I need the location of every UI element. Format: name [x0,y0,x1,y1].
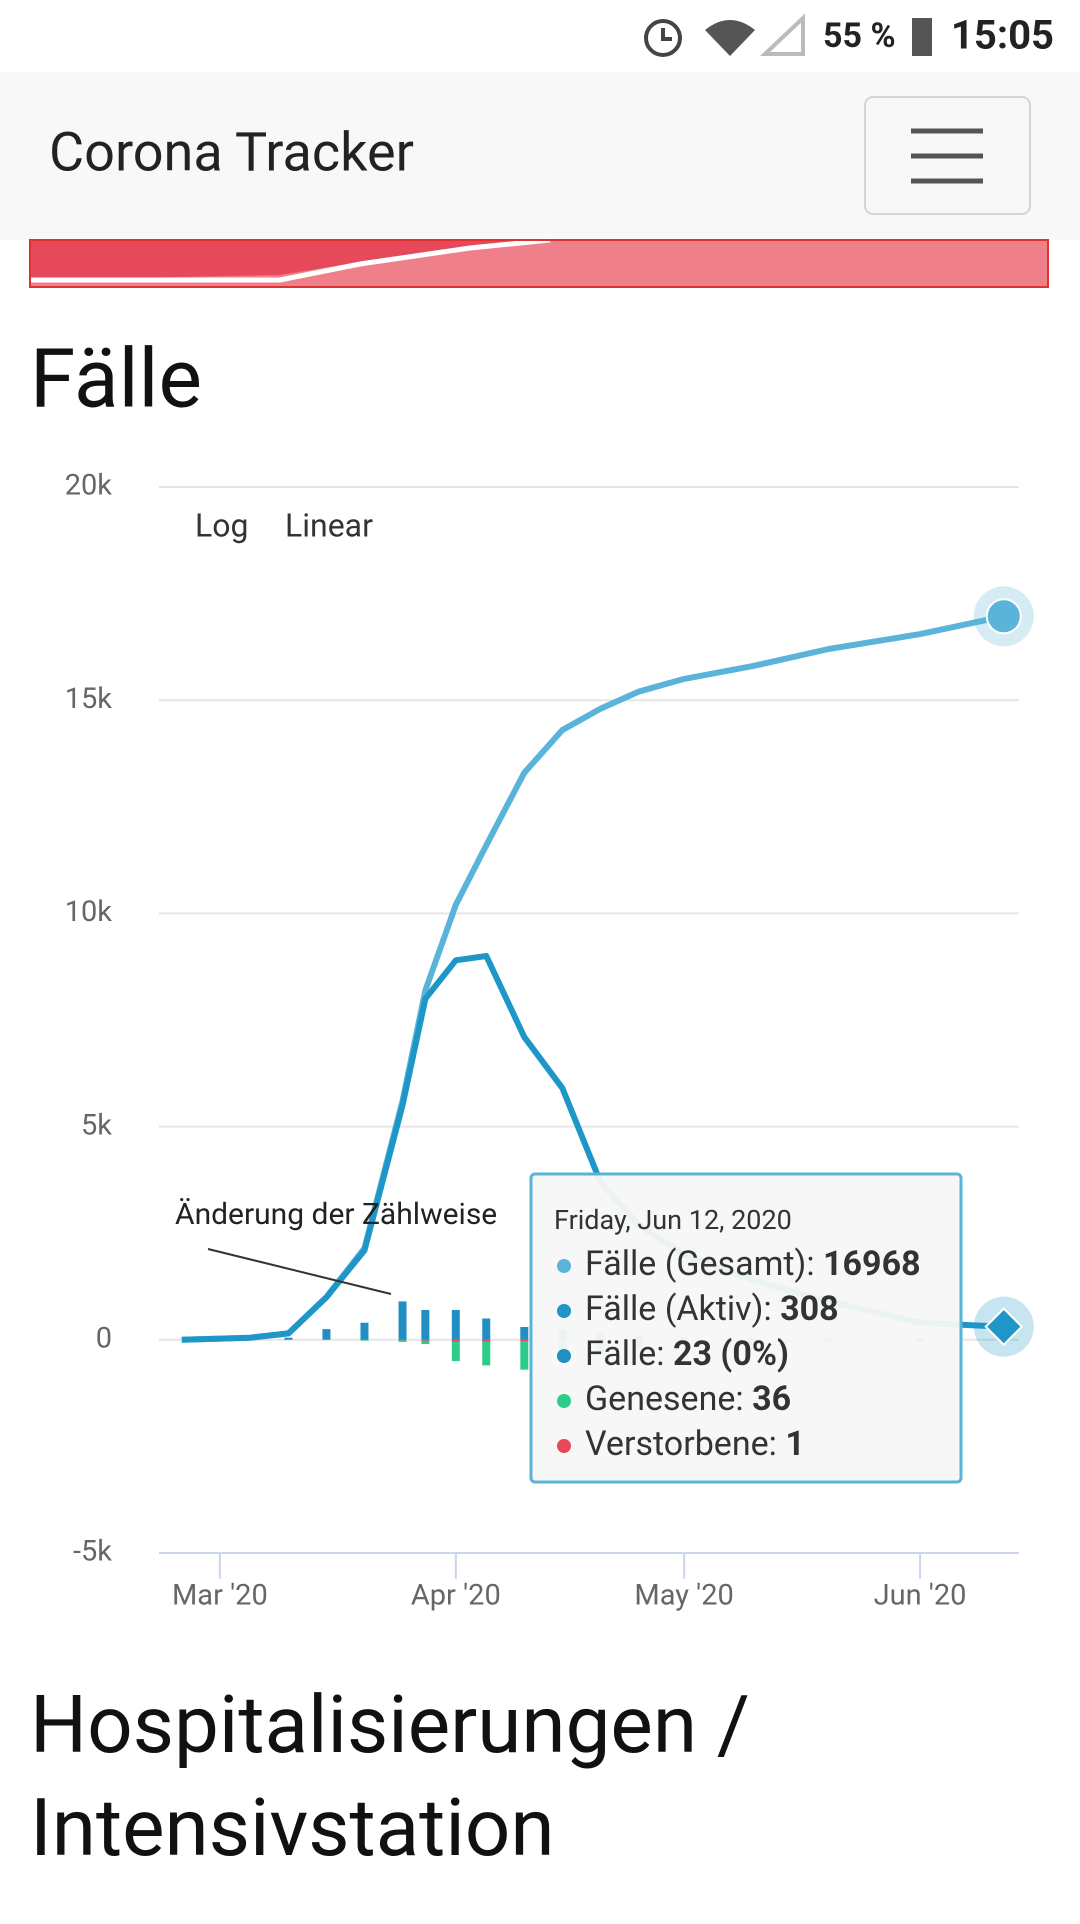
y-tick-label: 0 [96,1321,112,1355]
y-tick-label: -5k [73,1535,112,1569]
tooltip-label: Fälle: [585,1334,665,1374]
bar [399,1301,407,1339]
y-tick-label: 5k [81,1108,112,1142]
y-tick-label: 10k [65,895,113,929]
section-title: Intensivstation [30,1781,555,1875]
x-tick-label: Jun '20 [874,1579,967,1613]
bar [520,1340,528,1370]
tooltip-dot [557,1259,571,1273]
brand[interactable]: Corona Tracker [49,121,414,184]
bar [360,1323,368,1340]
tooltip-row: Fälle: 23 (0%) [585,1334,789,1374]
tooltip-row: Verstorbene: 1 [585,1424,805,1464]
tooltip-title: Friday, Jun 12, 2020 [554,1204,792,1236]
tooltip-label: Verstorbene: [585,1424,777,1464]
bar [482,1318,490,1339]
section-title: Fälle [30,332,202,428]
x-tick-label: Mar '20 [172,1579,268,1613]
tooltip-value: 36 [752,1379,791,1419]
x-tick-label: Apr '20 [411,1579,501,1613]
bar [520,1340,528,1341]
tooltip-label: Fälle (Gesamt): [585,1244,815,1284]
banner-chart [30,240,1048,287]
tooltip-row: Fälle (Gesamt): 16968 [585,1244,921,1284]
clock: 15:05 [951,12,1054,59]
bar [452,1340,460,1342]
tooltip-value: 1 [785,1424,805,1464]
tooltip: Friday, Jun 12, 2020 Fälle (Gesamt): 1696… [531,1174,961,1482]
scale-button[interactable]: Linear [285,506,373,544]
bar [421,1310,429,1340]
bar [482,1340,490,1366]
tooltip-dot [557,1349,571,1363]
tooltip-dot [557,1394,571,1408]
y-tick-label: 20k [65,469,113,503]
bar [520,1327,528,1340]
tooltip-value: 16968 [823,1244,921,1284]
annotation: Änderung der Zählweise [175,1197,497,1232]
battery-level: 55 % [823,16,896,56]
y-tick-label: 15k [65,682,113,716]
hover-marker [987,599,1021,633]
tooltip-value: 308 [780,1289,839,1329]
tooltip-label: Fälle (Aktiv): [585,1289,772,1329]
bar [482,1340,490,1342]
bar [360,1340,368,1341]
bar [452,1340,460,1361]
bar [284,1338,292,1340]
tooltip-label: Genesene: [585,1379,744,1419]
bar [452,1310,460,1340]
tooltip-row: Genesene: 36 [585,1379,791,1419]
bar [322,1329,330,1340]
tooltip-value: 23 (0%) [673,1334,789,1374]
chart: -5k 0 5k 10k 15k 20k Mar '20 Apr '20 May '20 Jun … [65,469,1034,1613]
bar [421,1340,429,1341]
tooltip-dot [557,1304,571,1318]
x-tick-label: May '20 [634,1579,733,1613]
scale-button[interactable]: Log [195,506,248,544]
tooltip-row: Fälle (Aktiv): 308 [585,1289,839,1329]
section-title: Hospitalisierungen / [30,1678,750,1772]
tooltip-dot [557,1439,571,1453]
